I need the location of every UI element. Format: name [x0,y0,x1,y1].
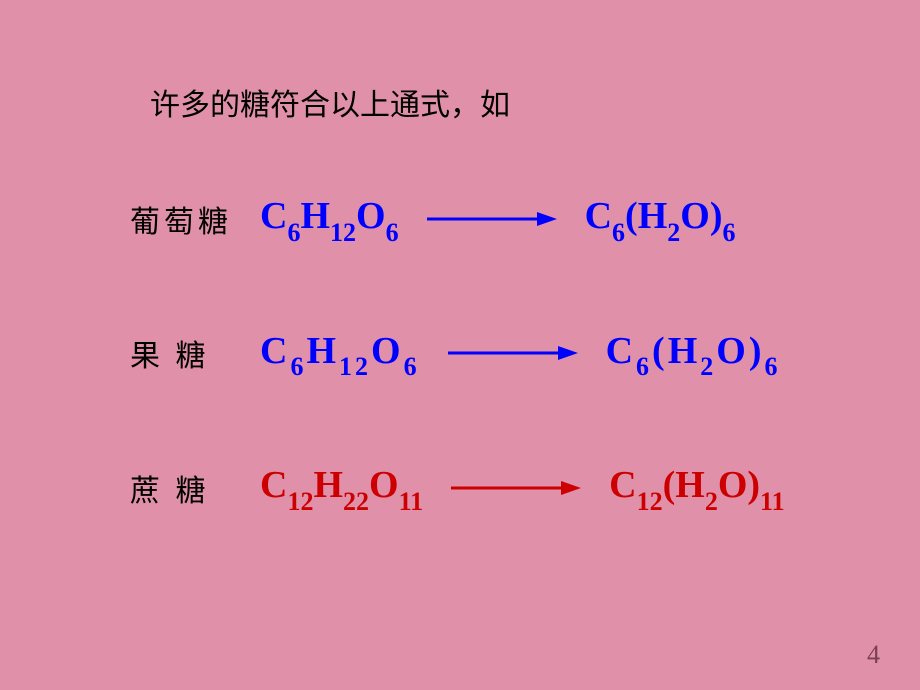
arrow-icon [427,209,557,229]
element-c: C [260,195,287,237]
molecular-formula-right: C6(H2O)6 [606,329,781,379]
molecular-formula-right: C6(H2O)6 [585,194,736,244]
subscript: 11 [399,487,424,516]
formula-rows-container: 葡萄糖C6H12O6 C6(H2O)6果 糖C6H12O6 C6(H2O)6蔗 … [130,194,860,513]
element-o: O [680,195,710,237]
formula-group: C12H22O11 C12(H2O)11 [260,463,785,513]
paren-open: ( [663,464,676,506]
molecular-formula-left: C6H12O6 [260,194,399,244]
formula-group: C6H12O6 C6(H2O)6 [260,194,735,244]
element-o: O [716,330,749,372]
arrow-container [427,209,557,229]
formula-row: 果 糖C6H12O6 C6(H2O)6 [130,329,860,379]
element-h: H [638,195,668,237]
subscript: 6 [636,352,652,381]
arrow-icon [448,343,578,363]
subscript: 6 [722,218,735,247]
element-h: H [668,330,701,372]
element-h: H [300,195,330,237]
arrow-icon [451,478,581,498]
subscript: 11 [760,487,785,516]
subscript: 6 [612,218,625,247]
subscript: 6 [386,218,399,247]
paren-open: ( [652,330,668,372]
element-c: C [606,330,636,372]
element-h: H [675,464,705,506]
element-c: C [260,464,287,506]
subscript: 6 [290,352,306,381]
subscript: 2 [700,352,716,381]
formula-group: C6H12O6 C6(H2O)6 [260,329,780,379]
formula-row: 葡萄糖C6H12O6 C6(H2O)6 [130,194,860,244]
subscript: 6 [764,352,780,381]
subscript: 12 [330,218,356,247]
molecular-formula-left: C12H22O11 [260,463,423,513]
sugar-label: 果 糖 [130,331,260,375]
element-o: O [369,464,399,506]
formula-row: 蔗 糖C12H22O11 C12(H2O)11 [130,463,860,513]
subscript: 12 [339,352,371,381]
sugar-label: 葡萄糖 [130,197,260,241]
subscript: 22 [343,487,369,516]
paren-close: ) [710,195,723,237]
arrow-container [451,478,581,498]
subscript: 6 [287,218,300,247]
element-h: H [306,330,339,372]
element-o: O [718,464,748,506]
element-o: O [356,195,386,237]
element-c: C [609,464,636,506]
subscript: 2 [705,487,718,516]
arrow-container [448,343,578,363]
subscript: 2 [667,218,680,247]
paren-open: ( [625,195,638,237]
slide-content: 许多的糖符合以上通式，如 葡萄糖C6H12O6 C6(H2O)6果 糖C6H12… [0,0,920,513]
molecular-formula-right: C12(H2O)11 [609,463,784,513]
sugar-label: 蔗 糖 [130,466,260,510]
element-o: O [371,330,404,372]
heading-text: 许多的糖符合以上通式，如 [150,80,860,124]
paren-close: ) [747,464,760,506]
molecular-formula-left: C6H12O6 [260,329,420,379]
subscript: 12 [287,487,313,516]
element-h: H [313,464,343,506]
subscript: 6 [404,352,420,381]
page-number: 4 [867,640,880,670]
subscript: 12 [637,487,663,516]
element-c: C [585,195,612,237]
element-c: C [260,330,290,372]
paren-close: ) [749,330,765,372]
